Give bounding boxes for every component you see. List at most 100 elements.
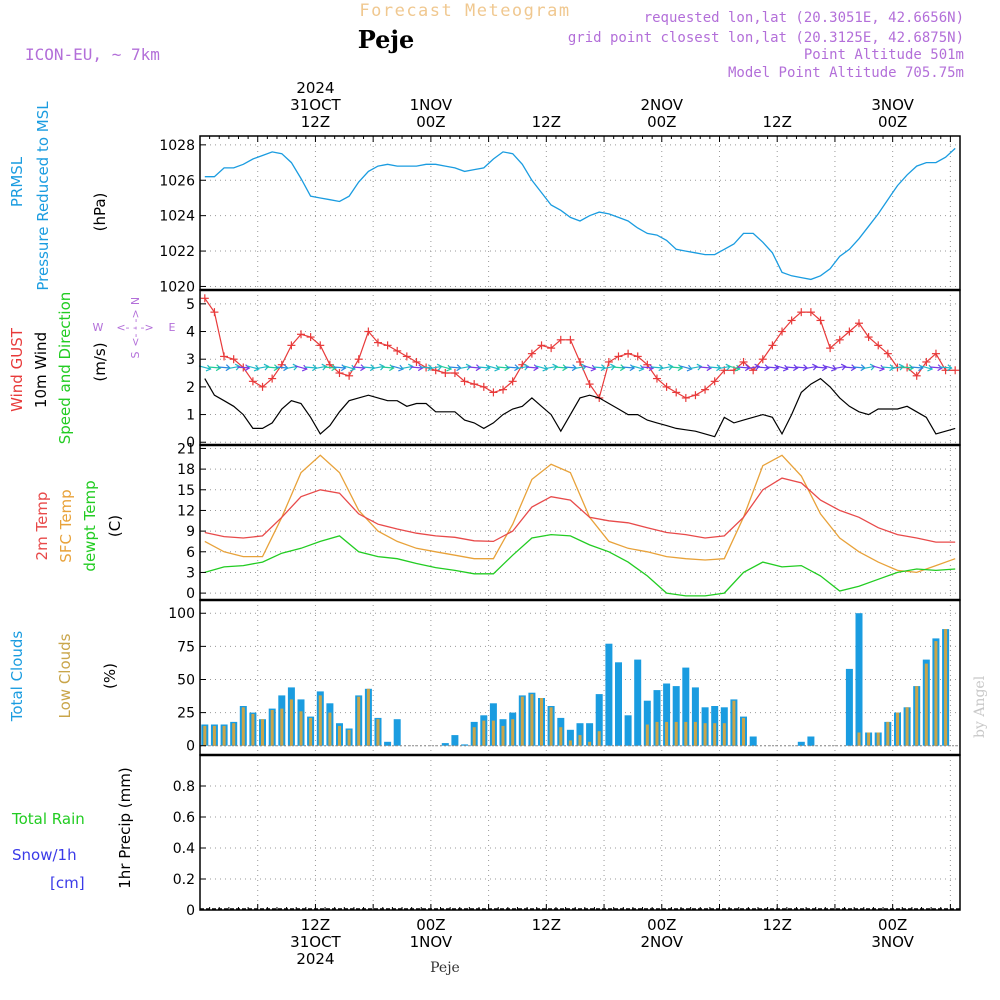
low-cloud-bar (655, 721, 659, 746)
gust-marker (297, 330, 306, 339)
low-cloud-bar (722, 723, 726, 746)
bottom-time-label: 00Z (647, 916, 676, 934)
gust-marker (672, 388, 681, 397)
wind-direction-arrow (237, 364, 251, 372)
low-cloud-bar (896, 712, 899, 746)
gust-marker (710, 377, 719, 386)
gust-marker (210, 308, 219, 317)
compass-e: E (169, 321, 176, 334)
pressure-label-long: Pressure Reduced to MSL (34, 101, 52, 291)
low-cloud-bar (857, 732, 861, 746)
top-time-label: 12Z (301, 113, 330, 131)
gust-marker (826, 344, 835, 353)
gust-marker (200, 294, 209, 303)
pressure-label: PRMSL (8, 156, 26, 207)
gust-marker (951, 366, 960, 375)
y-tick-label: 21 (177, 441, 195, 457)
panel-frame-precip (199, 754, 961, 911)
top-time-label: 00Z (878, 113, 907, 131)
low-cloud-bar (280, 708, 284, 746)
gust-marker (393, 346, 402, 355)
bottom-time-label: 1NOV (410, 933, 453, 951)
wind-direction-arrow (218, 364, 232, 372)
total-clouds-label: Total Clouds (8, 631, 26, 723)
gust-marker (306, 333, 315, 342)
top-time-label: 2024 (296, 79, 334, 97)
wind-direction-arrow (785, 364, 799, 372)
station-name: Peje (358, 25, 415, 54)
temp2m-label: 2m Temp (33, 492, 51, 561)
sfc-temp-label: SFC Temp (57, 489, 75, 562)
top-time-label: 31OCT (290, 96, 341, 114)
low-cloud-bar (732, 700, 736, 746)
clouds-unit: (%) (101, 663, 119, 689)
wind-direction-arrow (477, 364, 491, 372)
low-cloud-bar (232, 723, 236, 746)
panel-frame-pressure (199, 135, 961, 291)
low-cloud-bar (703, 723, 707, 746)
total-cloud-bar (624, 715, 632, 746)
low-cloud-bar (867, 732, 871, 746)
bottom-time-label: 31OCT (290, 933, 341, 951)
gust-marker (854, 319, 863, 328)
wind-direction-arrow (496, 364, 510, 372)
gust-marker (691, 391, 700, 400)
total-cloud-bar (605, 643, 613, 746)
bottom-time-label: 2024 (296, 950, 334, 968)
compass-ns-arrows: <- - -> (129, 309, 142, 346)
low-cloud-bar (491, 720, 495, 746)
low-cloud-bar (366, 688, 370, 746)
low-cloud-bar (886, 721, 890, 746)
total-cloud-bar (749, 736, 757, 746)
low-cloud-bar (645, 724, 649, 746)
y-tick-label: 0.2 (173, 872, 195, 888)
wind-direction-arrow (670, 364, 684, 372)
gust-marker (566, 335, 575, 344)
gust-marker (364, 327, 373, 336)
total-cloud-bar (653, 690, 661, 746)
wind-direction-arrow (564, 364, 578, 372)
bottom-time-label: 12Z (532, 916, 561, 934)
compass-n: N (129, 297, 142, 305)
wind-direction-arrow (622, 364, 636, 372)
y-tick-label: 2 (186, 380, 195, 396)
y-tick-label: 0.4 (173, 841, 195, 857)
gust-marker (373, 338, 382, 347)
top-time-label: 2NOV (640, 96, 683, 114)
top-time-label: 12Z (763, 113, 792, 131)
y-tick-label: 1028 (159, 138, 195, 154)
panel-frames (199, 135, 961, 911)
model-point-altitude: Model Point Altitude 705.75m (728, 65, 964, 81)
low-cloud-bar (520, 696, 524, 746)
y-tick-label: 0 (186, 435, 195, 451)
wind-direction-arrow (612, 364, 626, 372)
gust-marker (633, 352, 642, 361)
total-cloud-bar (845, 668, 853, 746)
low-cloud-bar (588, 741, 592, 746)
total-cloud-bar (682, 667, 690, 746)
low-cloud-bar (540, 698, 543, 746)
wind-direction-arrow (208, 364, 222, 372)
wind-direction-arrow (506, 364, 520, 372)
total-cloud-bar (663, 683, 671, 746)
gust-marker (864, 333, 873, 342)
y-tick-label: 3 (186, 352, 195, 368)
total-cloud-bar (384, 741, 392, 746)
y-tick-label: 25 (177, 706, 195, 722)
wind-direction-arrow (641, 364, 655, 372)
gust-marker (585, 380, 594, 389)
gust-marker (614, 352, 623, 361)
gust-marker (229, 355, 238, 364)
chart-title: Forecast Meteogram (359, 1, 570, 21)
wind-direction-arrow (910, 364, 924, 372)
gust-marker (931, 349, 940, 358)
total-cloud-bar (691, 687, 699, 746)
total-cloud-bar (855, 613, 863, 746)
wind-direction-arrow (525, 364, 539, 372)
wind-direction-arrow (699, 364, 713, 372)
y-tick-label: 9 (186, 524, 195, 540)
gust-marker (758, 355, 767, 364)
rain-legend: Total Rain (11, 810, 85, 828)
snow-legend: Snow/1h (12, 846, 77, 864)
y-tick-label: 0 (186, 586, 195, 602)
